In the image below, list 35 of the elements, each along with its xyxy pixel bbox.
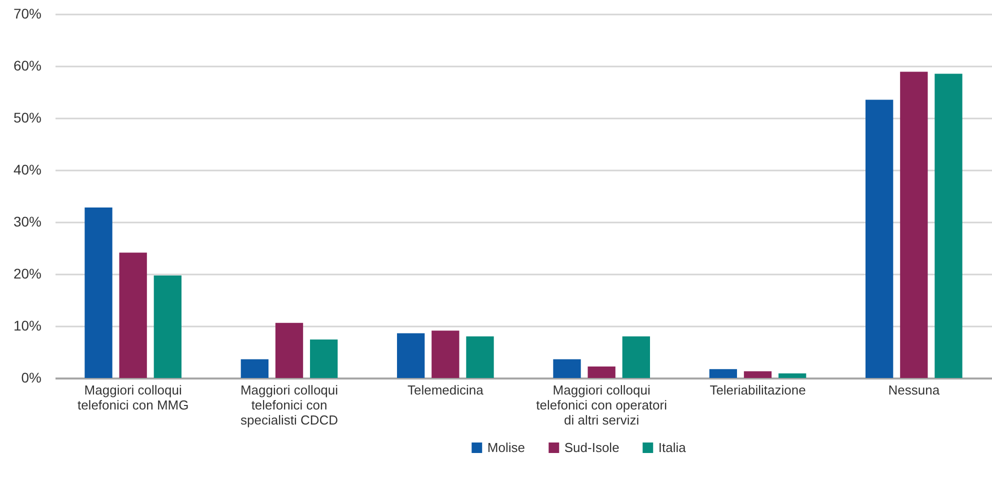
x-tick-label: Nessuna (888, 382, 940, 398)
x-tick-label: Maggiori colloqui telefonici con specialisti CDCD (240, 382, 338, 428)
x-tick-label: Telemedicina (407, 382, 484, 398)
legend-label: Molise (487, 440, 525, 455)
y-tick-label: 50% (13, 110, 42, 126)
bar (84, 207, 112, 378)
bar (240, 359, 268, 378)
y-tick-label: 20% (13, 266, 42, 282)
legend-label: Sud-Isole (564, 440, 620, 455)
bar (397, 333, 425, 378)
y-tick-label: 40% (13, 162, 42, 178)
bar (934, 74, 962, 378)
bar (432, 330, 460, 378)
y-tick-label: 0% (21, 370, 42, 386)
x-tick-label: Maggiori colloqui telefonici con operatori di altri servizi (536, 382, 668, 428)
y-tick-label: 60% (13, 58, 42, 74)
bar (709, 369, 737, 378)
bar (900, 72, 928, 378)
bar (154, 276, 182, 378)
y-tick-label: 70% (13, 6, 42, 22)
y-tick-label: 30% (13, 214, 42, 230)
bar (553, 359, 581, 378)
bar (866, 100, 894, 378)
bar (622, 336, 650, 378)
legend-label: Italia (658, 440, 687, 455)
x-tick-label: Maggiori colloqui telefonici con MMG (77, 382, 189, 412)
bar (744, 371, 772, 378)
x-tick-label: Teleriabilitazione (710, 382, 806, 398)
bar (275, 322, 304, 378)
bar (310, 340, 338, 378)
bar (778, 373, 806, 378)
bar (119, 252, 147, 378)
bar (466, 336, 494, 378)
bar (588, 366, 616, 378)
y-tick-label: 10% (13, 318, 42, 334)
